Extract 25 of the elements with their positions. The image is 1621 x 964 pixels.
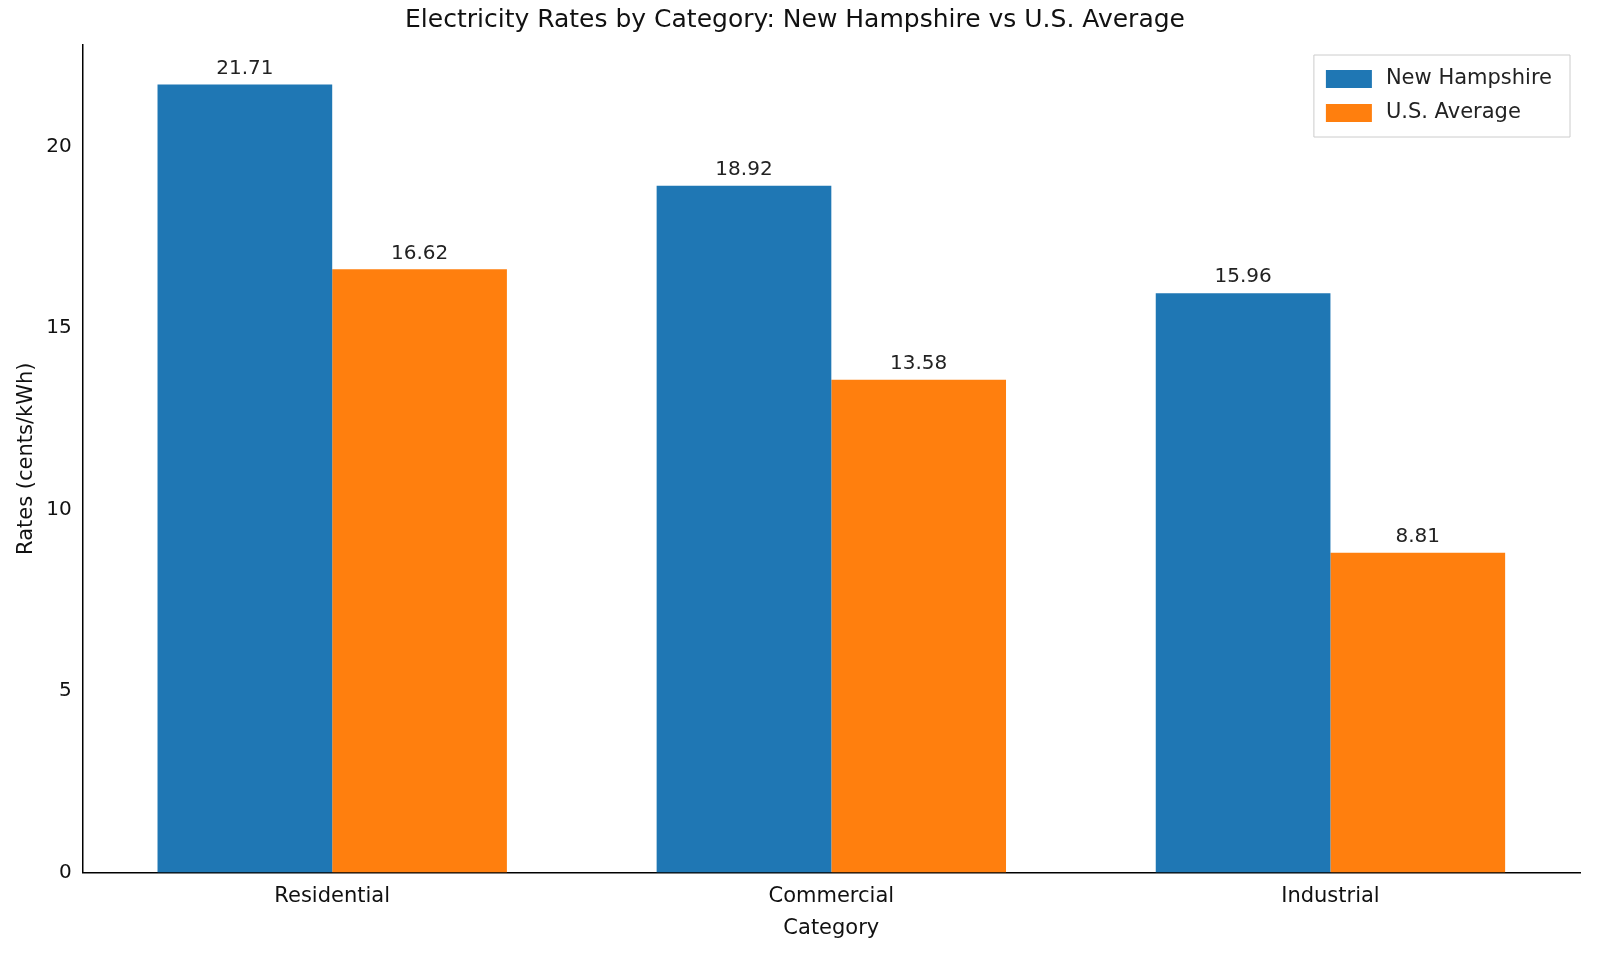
data-label: 18.92	[715, 156, 773, 181]
bar	[332, 269, 507, 873]
x-tick-label: Commercial	[768, 882, 895, 907]
x-tick-label: Residential	[274, 882, 391, 907]
bar	[157, 84, 333, 873]
data-label: 13.58	[890, 349, 948, 374]
y-tick-label: 0	[58, 858, 72, 883]
bar	[1330, 552, 1506, 873]
data-label: 15.96	[1214, 263, 1272, 288]
bar	[831, 379, 1007, 873]
legend-label: U.S. Average	[1385, 99, 1521, 124]
y-axis-title: Rates (cents/kWh)	[13, 362, 38, 556]
y-tick-label: 10	[46, 495, 72, 520]
y-tick-label: 5	[58, 677, 72, 702]
chart-title: Electricity Rates by Category: New Hampshire vs U.S. Average	[405, 3, 1185, 33]
legend-label: New Hampshire	[1385, 65, 1553, 90]
data-label: 8.81	[1395, 523, 1441, 548]
bar	[1155, 293, 1331, 873]
data-label: 21.71	[216, 54, 274, 79]
bar	[656, 185, 832, 873]
data-label: 16.62	[390, 239, 449, 264]
y-tick-label: 15	[46, 314, 72, 339]
y-tick-label: 20	[46, 132, 72, 157]
x-tick-label: Industrial	[1281, 882, 1380, 907]
x-axis-title: Category	[783, 914, 880, 939]
